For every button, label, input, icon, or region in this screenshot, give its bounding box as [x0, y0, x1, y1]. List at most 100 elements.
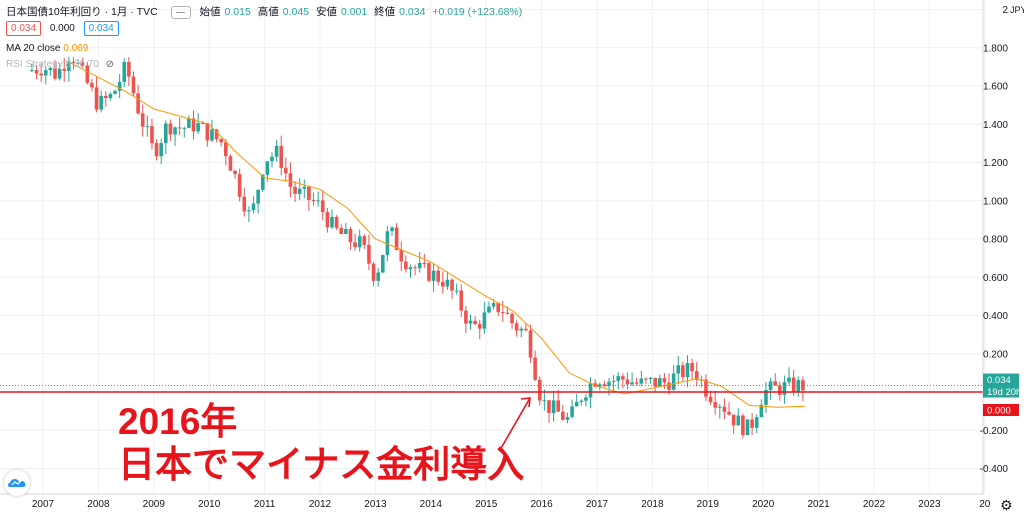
- candle: [270, 152, 274, 168]
- spread-value: 0.000: [49, 23, 75, 34]
- candle: [473, 316, 477, 326]
- candle-body: [676, 365, 681, 374]
- candle-body: [334, 216, 339, 228]
- quote-row: 0.034 0.000 0.034: [6, 21, 119, 36]
- y-tick-label: 1.200: [983, 158, 1008, 169]
- candle-body: [413, 267, 417, 269]
- gear-icon[interactable]: ⚙: [1000, 497, 1013, 513]
- candle-body: [519, 328, 524, 331]
- y-tick-label: 1.000: [983, 196, 1008, 207]
- candle: [237, 168, 242, 202]
- candle: [182, 126, 187, 138]
- candle-body: [256, 189, 260, 204]
- candle-body: [371, 263, 376, 281]
- candle: [524, 323, 528, 332]
- candle: [413, 264, 417, 276]
- candle-body: [681, 365, 685, 378]
- candle: [616, 372, 621, 390]
- candle-body: [754, 417, 759, 428]
- y-tick-label: 0.800: [983, 235, 1008, 246]
- candle-body: [307, 186, 311, 200]
- candle: [644, 377, 648, 385]
- x-tick-label: 2017: [586, 499, 609, 510]
- candle-body: [399, 250, 404, 262]
- candle-body: [667, 382, 671, 390]
- candle: [685, 355, 690, 388]
- candle-body: [311, 199, 316, 201]
- candle-body: [436, 270, 440, 282]
- x-tick-label: 2015: [475, 499, 498, 510]
- candle-body: [284, 167, 288, 174]
- rsi-indicator-name[interactable]: RSI Strategy 8 30 70: [6, 59, 99, 70]
- candle-body: [404, 261, 408, 270]
- tradingview-cloud-icon[interactable]: [4, 470, 30, 496]
- candle-body: [150, 126, 154, 144]
- candle-body: [237, 174, 242, 197]
- candle-body: [53, 67, 57, 79]
- candle-body: [556, 400, 561, 412]
- candle: [242, 188, 247, 217]
- buy-price-box[interactable]: 0.034: [83, 21, 119, 36]
- candle: [704, 374, 708, 402]
- ma-indicator-legend[interactable]: MA 20 close 0.069: [6, 43, 88, 54]
- candle: [297, 178, 302, 201]
- candle-body: [108, 93, 113, 99]
- candle-body: [625, 379, 630, 385]
- candle-body: [616, 376, 621, 381]
- change-value: +0.019 (+123.68%): [432, 6, 523, 18]
- candle: [551, 390, 556, 422]
- candle-body: [427, 263, 431, 281]
- candle-body: [514, 323, 519, 331]
- candle: [422, 253, 427, 268]
- candle-body: [297, 188, 302, 194]
- candle-body: [791, 377, 796, 393]
- candle-body: [48, 67, 53, 71]
- symbol-title[interactable]: 日本国債10年利回り · 1月 · TVC: [6, 6, 158, 18]
- candle: [99, 90, 103, 113]
- zero-price-tag-bg: [983, 404, 1019, 416]
- x-tick-label: 2007: [32, 499, 55, 510]
- candle-body: [348, 228, 353, 243]
- y-tick-label: -0.200: [980, 426, 1009, 437]
- candle-body: [727, 411, 731, 415]
- eye-crossed-icon[interactable]: ⊘: [105, 59, 115, 70]
- candle: [80, 57, 85, 69]
- market-status-icon[interactable]: [170, 5, 191, 19]
- rsi-indicator-legend[interactable]: RSI Strategy 8 30 70 ⊘: [6, 59, 114, 70]
- candle-body: [224, 142, 228, 157]
- candle-body: [127, 61, 131, 77]
- candle-body: [431, 270, 436, 281]
- candle-body: [570, 406, 574, 417]
- candle-body: [394, 227, 399, 251]
- candle: [584, 394, 588, 407]
- low-label: 安値: [315, 6, 337, 18]
- candle: [39, 63, 43, 83]
- candle-body: [524, 328, 528, 331]
- candle-body: [339, 227, 344, 235]
- annotation-text: 2016年 日本でマイナス金利導入: [118, 400, 524, 486]
- candle: [274, 139, 279, 162]
- last-price-tag: 0.034: [983, 373, 1019, 386]
- candle: [727, 402, 731, 416]
- candle-body: [122, 61, 127, 82]
- ma-indicator-name[interactable]: MA 20 close: [6, 43, 61, 54]
- candle: [796, 376, 801, 397]
- x-tick-label: 2022: [863, 499, 886, 510]
- countdown-tag-bg: [983, 385, 1019, 398]
- candle: [344, 223, 348, 235]
- candle-body: [85, 65, 90, 83]
- candle-body: [713, 402, 717, 408]
- y-tick-label: 1.400: [983, 120, 1008, 131]
- x-tick-label: 2016: [530, 499, 553, 510]
- candle: [634, 377, 639, 387]
- candle-body: [630, 382, 634, 385]
- candle-body: [574, 401, 579, 407]
- candle-body: [94, 87, 99, 110]
- sell-price-box[interactable]: 0.034: [6, 21, 42, 36]
- candle: [159, 138, 163, 165]
- candle: [219, 138, 224, 147]
- candle-body: [778, 385, 782, 395]
- candle: [764, 381, 768, 413]
